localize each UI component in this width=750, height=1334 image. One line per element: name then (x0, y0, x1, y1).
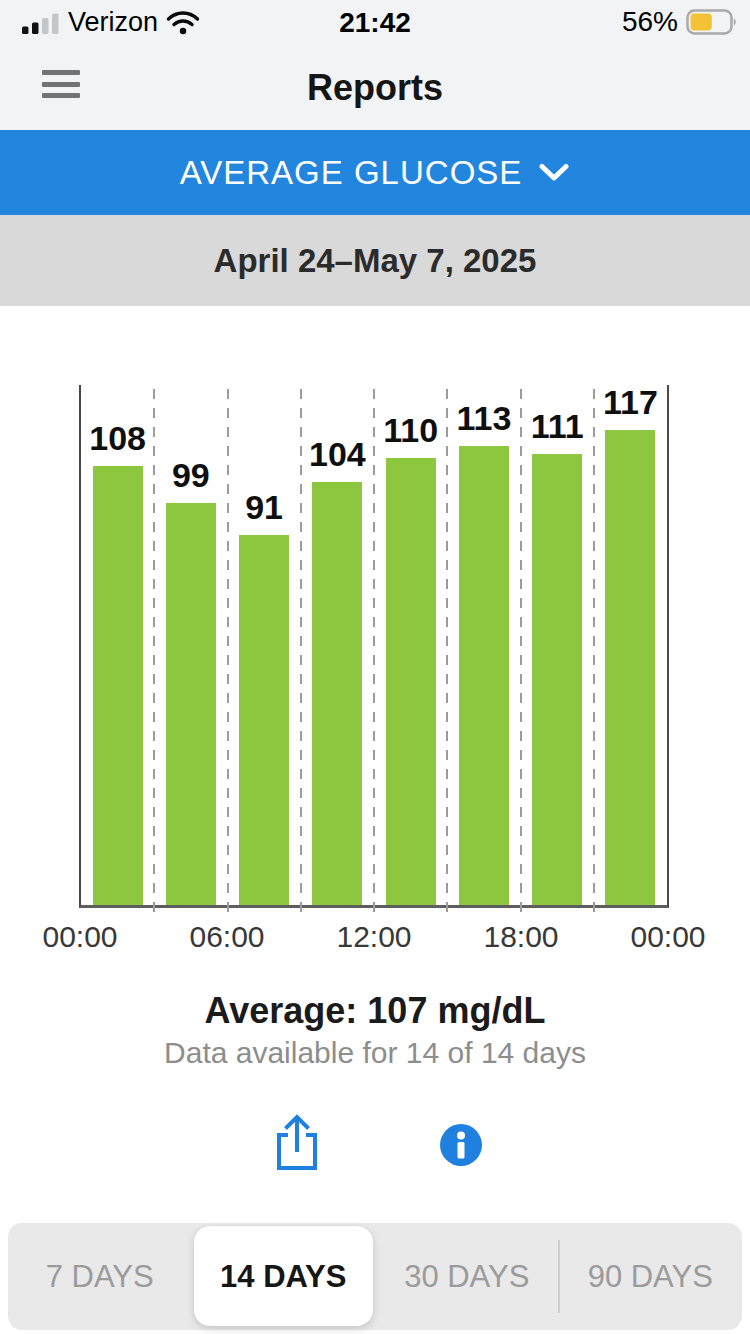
top-chrome: Verizon 21:42 56% Reports (0, 0, 750, 130)
grid-line (520, 385, 522, 912)
data-availability-label: Data available for 14 of 14 days (0, 1036, 750, 1070)
range-tab-14-days[interactable]: 14 DAYS (192, 1223, 376, 1330)
info-icon (438, 1122, 484, 1168)
x-tick-label: 00:00 (598, 920, 738, 954)
battery-icon (686, 9, 738, 35)
segment-divider (558, 1240, 560, 1313)
chart-bar (312, 482, 362, 905)
chart-bar (93, 466, 143, 905)
bar-value-label: 117 (582, 383, 679, 422)
chevron-down-icon (538, 163, 570, 182)
x-tick-label: 12:00 (304, 920, 444, 954)
battery-fill (691, 14, 712, 31)
chart-bar (386, 458, 436, 905)
range-tab-30-days[interactable]: 30 DAYS (375, 1223, 559, 1330)
bar-chart-plot: 1089991104110113111117 (79, 385, 669, 908)
chart-bar (239, 535, 289, 905)
metric-selector-label: AVERAGE GLUCOSE (180, 154, 523, 192)
grid-line (593, 385, 595, 912)
share-button[interactable] (271, 1112, 323, 1174)
average-value-label: Average: 107 mg/dL (0, 990, 750, 1032)
x-tick-label: 18:00 (451, 920, 591, 954)
share-icon (271, 1112, 323, 1174)
bar-value-label: 91 (216, 488, 313, 527)
bar-value-label: 108 (69, 419, 166, 458)
chart-bar (459, 446, 509, 905)
app-screen: Verizon 21:42 56% Reports AVERAGE GLUCOS… (0, 0, 750, 1334)
range-selector: 7 DAYS 14 DAYS 30 DAYS 90 DAYS (8, 1223, 742, 1330)
x-tick-label: 06:00 (157, 920, 297, 954)
page-title: Reports (0, 44, 750, 130)
chart-bar (166, 503, 216, 905)
battery-percent-label: 56% (622, 6, 678, 38)
range-tab-7-days[interactable]: 7 DAYS (8, 1223, 192, 1330)
range-tab-90-days[interactable]: 90 DAYS (559, 1223, 743, 1330)
x-tick-label: 00:00 (10, 920, 150, 954)
chart-bar (532, 454, 582, 905)
chart-bar (605, 430, 655, 905)
date-range-label: April 24–May 7, 2025 (0, 215, 750, 306)
info-button[interactable] (438, 1122, 484, 1168)
grid-line (446, 385, 448, 912)
metric-selector-dropdown[interactable]: AVERAGE GLUCOSE (0, 130, 750, 215)
status-bar-right: 56% (622, 0, 738, 44)
